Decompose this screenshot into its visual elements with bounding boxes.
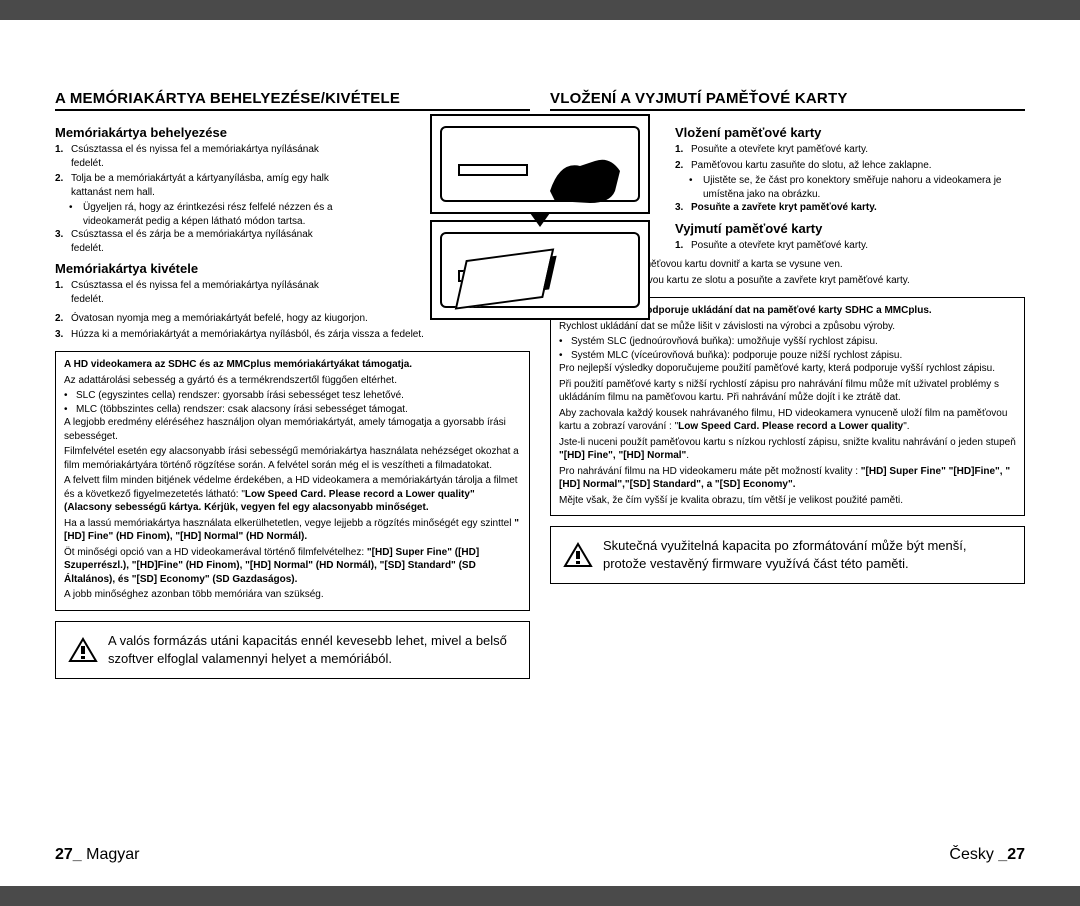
right-steps1b: 3.Posuňte a zavřete kryt paměťové karty.: [675, 201, 1025, 215]
warning-icon: [563, 542, 593, 568]
manual-page: A MEMÓRIAKÁRTYA BEHELYEZÉSE/KIVÉTELE Mem…: [0, 20, 1080, 886]
arrow-down-icon: [530, 213, 550, 227]
left-steps2a: 1.Csúsztassa el és nyissa fel a memóriak…: [55, 279, 345, 306]
illustration-stack: [430, 114, 650, 320]
illustration-eject: [430, 220, 650, 320]
left-title: A MEMÓRIAKÁRTYA BEHELYEZÉSE/KIVÉTELE: [55, 90, 530, 111]
page-number-left: 27_ Magyar: [55, 846, 140, 864]
left-steps1b: 3.Csúsztassa el és zárja be a memóriakár…: [55, 228, 345, 255]
left-footer-text: A valós formázás utáni kapacitás ennél k…: [108, 632, 517, 668]
illustration-insert: [430, 114, 650, 214]
right-sub2: Vyjmutí paměťové karty: [675, 221, 1025, 236]
left-footer-box: A valós formázás utáni kapacitás ennél k…: [55, 621, 530, 679]
right-footer-box: Skutečná využitelná kapacita po zformáto…: [550, 526, 1025, 584]
right-title: VLOŽENÍ A VYJMUTÍ PAMĚŤOVÉ KARTY: [550, 90, 1025, 111]
right-footer-text: Skutečná využitelná kapacita po zformáto…: [603, 537, 1012, 573]
right-steps2a: 1.Posuňte a otevřete kryt paměťové karty…: [675, 239, 1025, 253]
warning-icon: [68, 637, 98, 663]
right-info-box: HD videokamera podporuje ukládání dat na…: [550, 297, 1025, 516]
left-sub1: Memóriakártya behelyezése: [55, 125, 345, 140]
left-sub2: Memóriakártya kivétele: [55, 261, 345, 276]
right-bullets1: Ujistěte se, že část pro konektory směřu…: [675, 174, 1025, 201]
left-bullets1: Ügyeljen rá, hogy az érintkezési rész fe…: [55, 201, 345, 228]
left-steps1: 1.Csúsztassa el és nyissa fel a memóriak…: [55, 143, 345, 199]
page-number-right: Česky _27: [949, 846, 1025, 864]
right-steps1: 1.Posuňte a otevřete kryt paměťové karty…: [675, 143, 1025, 172]
left-info-box: A HD videokamera az SDHC és az MMCplus m…: [55, 351, 530, 611]
right-sub1: Vložení paměťové karty: [675, 125, 1025, 140]
